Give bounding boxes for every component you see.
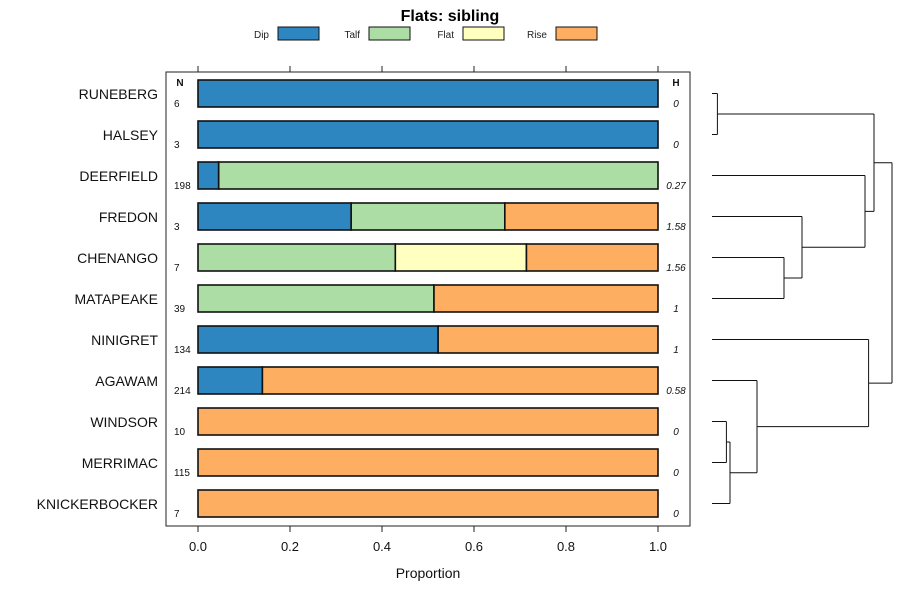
row-label-deerfield: DEERFIELD xyxy=(79,168,158,184)
h-value-halsey: 0 xyxy=(673,140,679,151)
bar-fredon-rise xyxy=(504,202,659,231)
bar-windsor-rise xyxy=(197,407,659,436)
bars-group xyxy=(197,79,659,518)
x-tick-label: 0.0 xyxy=(189,539,207,554)
h-value-knickerbocker: 0 xyxy=(673,509,679,520)
row-label-agawam: AGAWAM xyxy=(95,373,158,389)
legend-label-flat: Flat xyxy=(437,30,454,41)
h-value-chenango: 1.56 xyxy=(666,263,686,274)
bar-knickerbocker-rise xyxy=(197,489,659,518)
bar-matapeake-talf xyxy=(197,284,435,313)
legend: Dip Talf Flat Rise xyxy=(254,26,598,41)
legend-label-rise: Rise xyxy=(527,30,547,41)
h-value-fredon: 1.58 xyxy=(666,222,686,233)
row-label-matapeake: MATAPEAKE xyxy=(74,291,158,307)
n-value-merrimac: 115 xyxy=(174,468,190,479)
h-value-ninigret: 1 xyxy=(673,345,679,356)
bar-merrimac-rise xyxy=(197,448,659,477)
h-value-deerfield: 0.27 xyxy=(666,181,686,192)
h-value-merrimac: 0 xyxy=(673,468,679,479)
row-label-halsey: HALSEY xyxy=(103,127,159,143)
x-tick-label: 0.4 xyxy=(373,539,391,554)
bar-chenango-rise xyxy=(525,243,659,272)
h-column-header: H xyxy=(672,78,679,89)
row-label-fredon: FREDON xyxy=(99,209,158,225)
bar-halsey-dip xyxy=(197,120,659,149)
bar-chenango-talf xyxy=(197,243,397,272)
legend-swatch-rise xyxy=(555,26,598,41)
row-label-ninigret: NINIGRET xyxy=(91,332,158,348)
bar-ninigret-dip xyxy=(197,325,439,354)
bar-runeberg-dip xyxy=(197,79,659,108)
h-value-agawam: 0.58 xyxy=(666,386,686,397)
bar-chenango-flat xyxy=(394,243,528,272)
n-value-chenango: 7 xyxy=(174,263,180,274)
bar-fredon-talf xyxy=(350,202,506,231)
n-value-windsor: 10 xyxy=(174,427,186,438)
row-label-knickerbocker: KNICKERBOCKER xyxy=(37,496,158,512)
n-value-agawam: 214 xyxy=(174,386,191,397)
bar-matapeake-rise xyxy=(433,284,659,313)
bar-deerfield-talf xyxy=(217,161,659,190)
legend-label-dip: Dip xyxy=(254,30,269,41)
bar-fredon-dip xyxy=(197,202,352,231)
legend-swatch-talf xyxy=(368,26,411,41)
h-value-runeberg: 0 xyxy=(673,99,679,110)
chart-title: Flats: sibling xyxy=(401,8,500,25)
bar-agawam-rise xyxy=(261,366,659,395)
legend-swatch-dip xyxy=(277,26,320,41)
n-value-ninigret: 134 xyxy=(174,345,191,356)
row-label-merrimac: MERRIMAC xyxy=(82,455,158,471)
bar-ninigret-rise xyxy=(437,325,659,354)
n-column-header: N xyxy=(176,78,183,89)
dendrogram xyxy=(712,93,893,504)
x-tick-label: 1.0 xyxy=(649,539,667,554)
n-value-runeberg: 6 xyxy=(174,99,180,110)
legend-label-talf: Talf xyxy=(344,30,360,41)
row-label-windsor: WINDSOR xyxy=(90,414,158,430)
x-tick-label: 0.2 xyxy=(281,539,299,554)
h-value-windsor: 0 xyxy=(673,427,679,438)
x-tick-label: 0.8 xyxy=(557,539,575,554)
bar-deerfield-dip xyxy=(197,161,220,190)
legend-swatch-flat xyxy=(462,26,505,41)
x-axis: 0.0 0.2 0.4 0.6 0.8 1.0 xyxy=(189,66,667,554)
row-label-chenango: CHENANGO xyxy=(77,250,158,266)
n-value-fredon: 3 xyxy=(174,222,180,233)
plot-frame xyxy=(165,71,691,527)
n-value-matapeake: 39 xyxy=(174,304,186,315)
bar-agawam-dip xyxy=(197,366,264,395)
x-axis-label: Proportion xyxy=(396,565,461,581)
x-tick-label: 0.6 xyxy=(465,539,483,554)
h-value-matapeake: 1 xyxy=(673,304,679,315)
row-label-runeberg: RUNEBERG xyxy=(79,86,158,102)
row-labels-group: RUNEBERG 6 0 HALSEY 3 0 DEERFIELD 198 0.27 FREDON… xyxy=(37,86,687,520)
n-value-deerfield: 198 xyxy=(174,181,191,192)
n-value-knickerbocker: 7 xyxy=(174,509,180,520)
n-value-halsey: 3 xyxy=(174,140,180,151)
